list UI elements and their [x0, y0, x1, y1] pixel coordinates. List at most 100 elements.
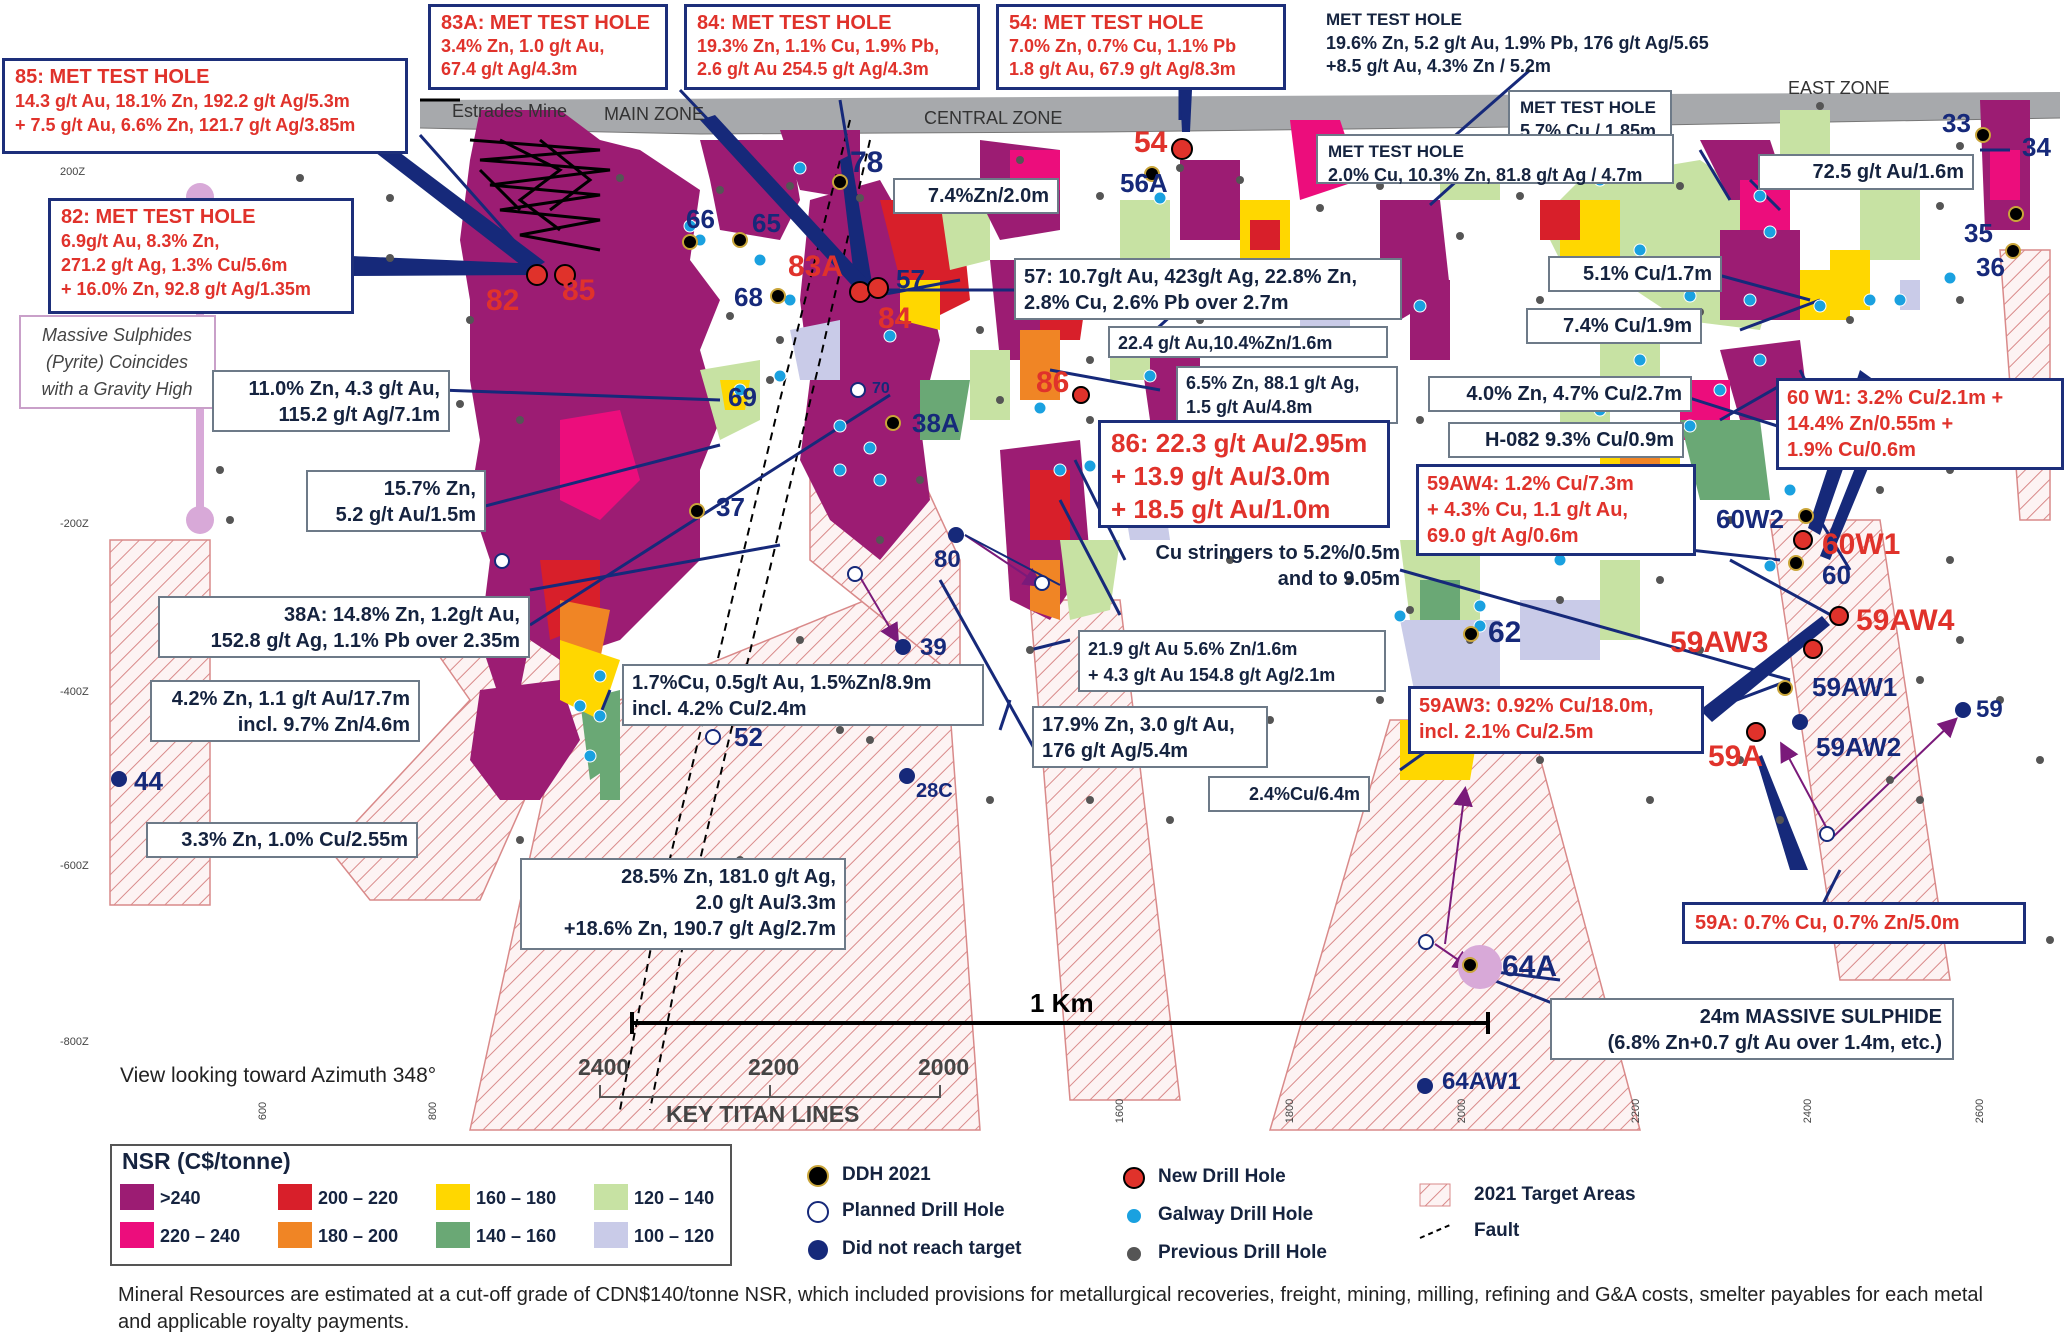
depth-label: -800Z	[60, 1036, 89, 1048]
assay-21-9: 21.9 g/t Au 5.6% Zn/1.6m + 4.3 g/t Au 154…	[1078, 630, 1386, 692]
assay-78: 7.4%Zn/2.0m	[893, 178, 1059, 214]
met-box-grey-1: MET TEST HOLE 19.6% Zn, 5.2 g/t Au, 1.9%…	[1326, 10, 1709, 76]
easting-label: 2600	[1974, 1098, 1987, 1124]
estrades-mine-label: Estrades Mine	[452, 101, 568, 121]
assay-86: 86: 22.3 g/t Au/2.95m + 13.9 g/t Au/3.0m +…	[1098, 420, 1390, 528]
legend-icons	[807, 1165, 1451, 1261]
hole-label: 44	[134, 766, 163, 796]
legend-new-hole: New Drill Hole	[1158, 1166, 1286, 1187]
hole-label: 62	[1488, 616, 1522, 649]
hole-label: 38A	[912, 408, 960, 438]
hole-label: 60W2	[1716, 504, 1784, 534]
gravity-high-marker	[186, 506, 214, 534]
hole-label: 86	[1036, 366, 1070, 399]
hole-label: 35	[1964, 218, 1993, 248]
swatch-label: 160 – 180	[476, 1188, 557, 1208]
hole-label: 70	[872, 380, 890, 397]
nsr-blocks	[460, 100, 2030, 800]
swatch-label: 200 – 220	[318, 1188, 399, 1208]
hole-label: 59	[1976, 696, 2003, 723]
hole-label: 78	[850, 146, 884, 179]
titan-value: 2400	[578, 1054, 630, 1080]
met-box-85: 85: MET TEST HOLE 14.3 g/t Au, 18.1% Zn,…	[2, 58, 408, 154]
easting-label: 2400	[1802, 1098, 1815, 1124]
ddh-2021-holes	[682, 127, 2024, 973]
assay-1-7-cu: 1.7%Cu, 0.5g/t Au, 1.5%Zn/8.9m incl. 4.2%…	[622, 664, 984, 726]
hole-label: 59AW4	[1856, 604, 1955, 637]
met-box-83a: 83A: MET TEST HOLE 3.4% Zn, 1.0 g/t Au, …	[428, 4, 668, 90]
swatch-160-180	[436, 1184, 470, 1210]
legend-fault: Fault	[1474, 1220, 1520, 1241]
new-drill-holes	[526, 138, 1849, 742]
assay-60w1: 60 W1: 3.2% Cu/2.1m +14.4% Zn/0.55m +1.9…	[1776, 378, 2064, 470]
hole-label: 59AW2	[1816, 732, 1902, 762]
hole-label: 39	[920, 634, 947, 661]
swatch-120-140	[594, 1184, 628, 1210]
assay-17-9: 17.9% Zn, 3.0 g/t Au, 176 g/t Ag/5.4m	[1032, 706, 1268, 768]
depth-label: -200Z	[60, 518, 89, 530]
assay-7-4-cu: 7.4% Cu/1.9m	[1526, 308, 1702, 344]
swatch-label: 180 – 200	[318, 1226, 399, 1246]
assay-3-3: 3.3% Zn, 1.0% Cu/2.55m	[146, 822, 418, 858]
assay-28-5: 28.5% Zn, 181.0 g/t Ag, 2.0 g/t Au/3.3m +1…	[520, 858, 846, 950]
hole-label: 84	[878, 302, 912, 335]
planned-drill-holes	[494, 382, 1835, 950]
hole-label: 56A	[1120, 168, 1168, 198]
assay-38a: 38A: 14.8% Zn, 1.2g/t Au, 152.8 g/t Ag, 1…	[158, 596, 530, 658]
assay-6-5: 6.5% Zn, 88.1 g/t Ag, 1.5 g/t Au/4.8m	[1176, 366, 1398, 424]
easting-label: 600	[257, 1101, 270, 1121]
hole-label: 54	[1134, 126, 1168, 159]
legend-planned-hole: Planned Drill Hole	[842, 1200, 1005, 1221]
gravity-note: Massive Sulphides (Pyrite) Coincides wit…	[41, 325, 193, 399]
scale-bar	[630, 1012, 1490, 1034]
titan-lines-label: KEY TITAN LINES	[666, 1101, 860, 1127]
easting-label: 2200	[1630, 1098, 1643, 1124]
hole-label: 60	[1822, 560, 1851, 590]
hole-label: 33	[1942, 108, 1971, 138]
met-box-grey-3: MET TEST HOLE 2.0% Cu, 10.3% Zn, 81.8 g/…	[1316, 134, 1674, 185]
hole-label: 57	[896, 264, 925, 294]
assay-72-5: 72.5 g/t Au/1.6m	[1758, 154, 1974, 190]
hole-label: 59AW3	[1670, 626, 1769, 659]
hole-label: 60W1	[1822, 528, 1901, 561]
easting-label: 1800	[1284, 1098, 1297, 1124]
assay-59aw4: 59AW4: 1.2% Cu/7.3m + 4.3% Cu, 1.1 g/t Au…	[1416, 464, 1696, 556]
assay-64a: 24m MASSIVE SULPHIDE (6.8% Zn+0.7 g/t Au …	[1550, 998, 1954, 1060]
halo-64a	[1458, 945, 1502, 989]
swatch-140-160	[436, 1222, 470, 1248]
estrades-mine-workings	[420, 98, 611, 252]
swatch-label: >240	[160, 1188, 201, 1208]
swatch-180-200	[278, 1222, 312, 1248]
hole-label: 82	[486, 284, 520, 317]
assay-15-7: 15.7% Zn, 5.2 g/t Au/1.5m	[306, 470, 486, 532]
assay-4-2: 4.2% Zn, 1.1 g/t Au/17.7m incl. 9.7% Zn/4…	[150, 680, 420, 742]
hole-label: 52	[734, 722, 763, 752]
depth-label: -600Z	[60, 860, 89, 872]
swatch-label: 100 – 120	[634, 1226, 715, 1246]
hole-label: 66	[686, 204, 715, 234]
hole-label: 37	[716, 492, 745, 522]
hole-label: 83A	[788, 250, 844, 283]
legend-previous-hole: Previous Drill Hole	[1158, 1242, 1327, 1263]
swatch-200-220	[278, 1184, 312, 1210]
hole-label: 68	[734, 282, 763, 312]
scale-label: 1 Km	[1030, 988, 1094, 1018]
hole-label: 80	[934, 546, 961, 573]
hole-label: 28C	[916, 780, 953, 802]
titan-value: 2000	[918, 1054, 970, 1080]
hole-label: 36	[1976, 252, 2005, 282]
easting-label: 1600	[1114, 1098, 1127, 1124]
assay-4-0: 4.0% Zn, 4.7% Cu/2.7m	[1428, 376, 1692, 412]
hole-label: 34	[2022, 132, 2051, 162]
depth-label: 200Z	[60, 166, 86, 178]
titan-bracket	[599, 1085, 941, 1098]
swatch-gt240	[120, 1184, 154, 1210]
hole-label: 64AW1	[1442, 1068, 1521, 1095]
legend-galway-hole: Galway Drill Hole	[1158, 1204, 1314, 1225]
hole-label: 59AW1	[1812, 672, 1898, 702]
legend-title: NSR (C$/tonne)	[122, 1148, 291, 1174]
main-zone-label: MAIN ZONE	[604, 104, 705, 124]
hole-label: 85	[562, 274, 596, 307]
met-box-54: 54: MET TEST HOLE 7.0% Zn, 0.7% Cu, 1.1%…	[996, 4, 1286, 90]
